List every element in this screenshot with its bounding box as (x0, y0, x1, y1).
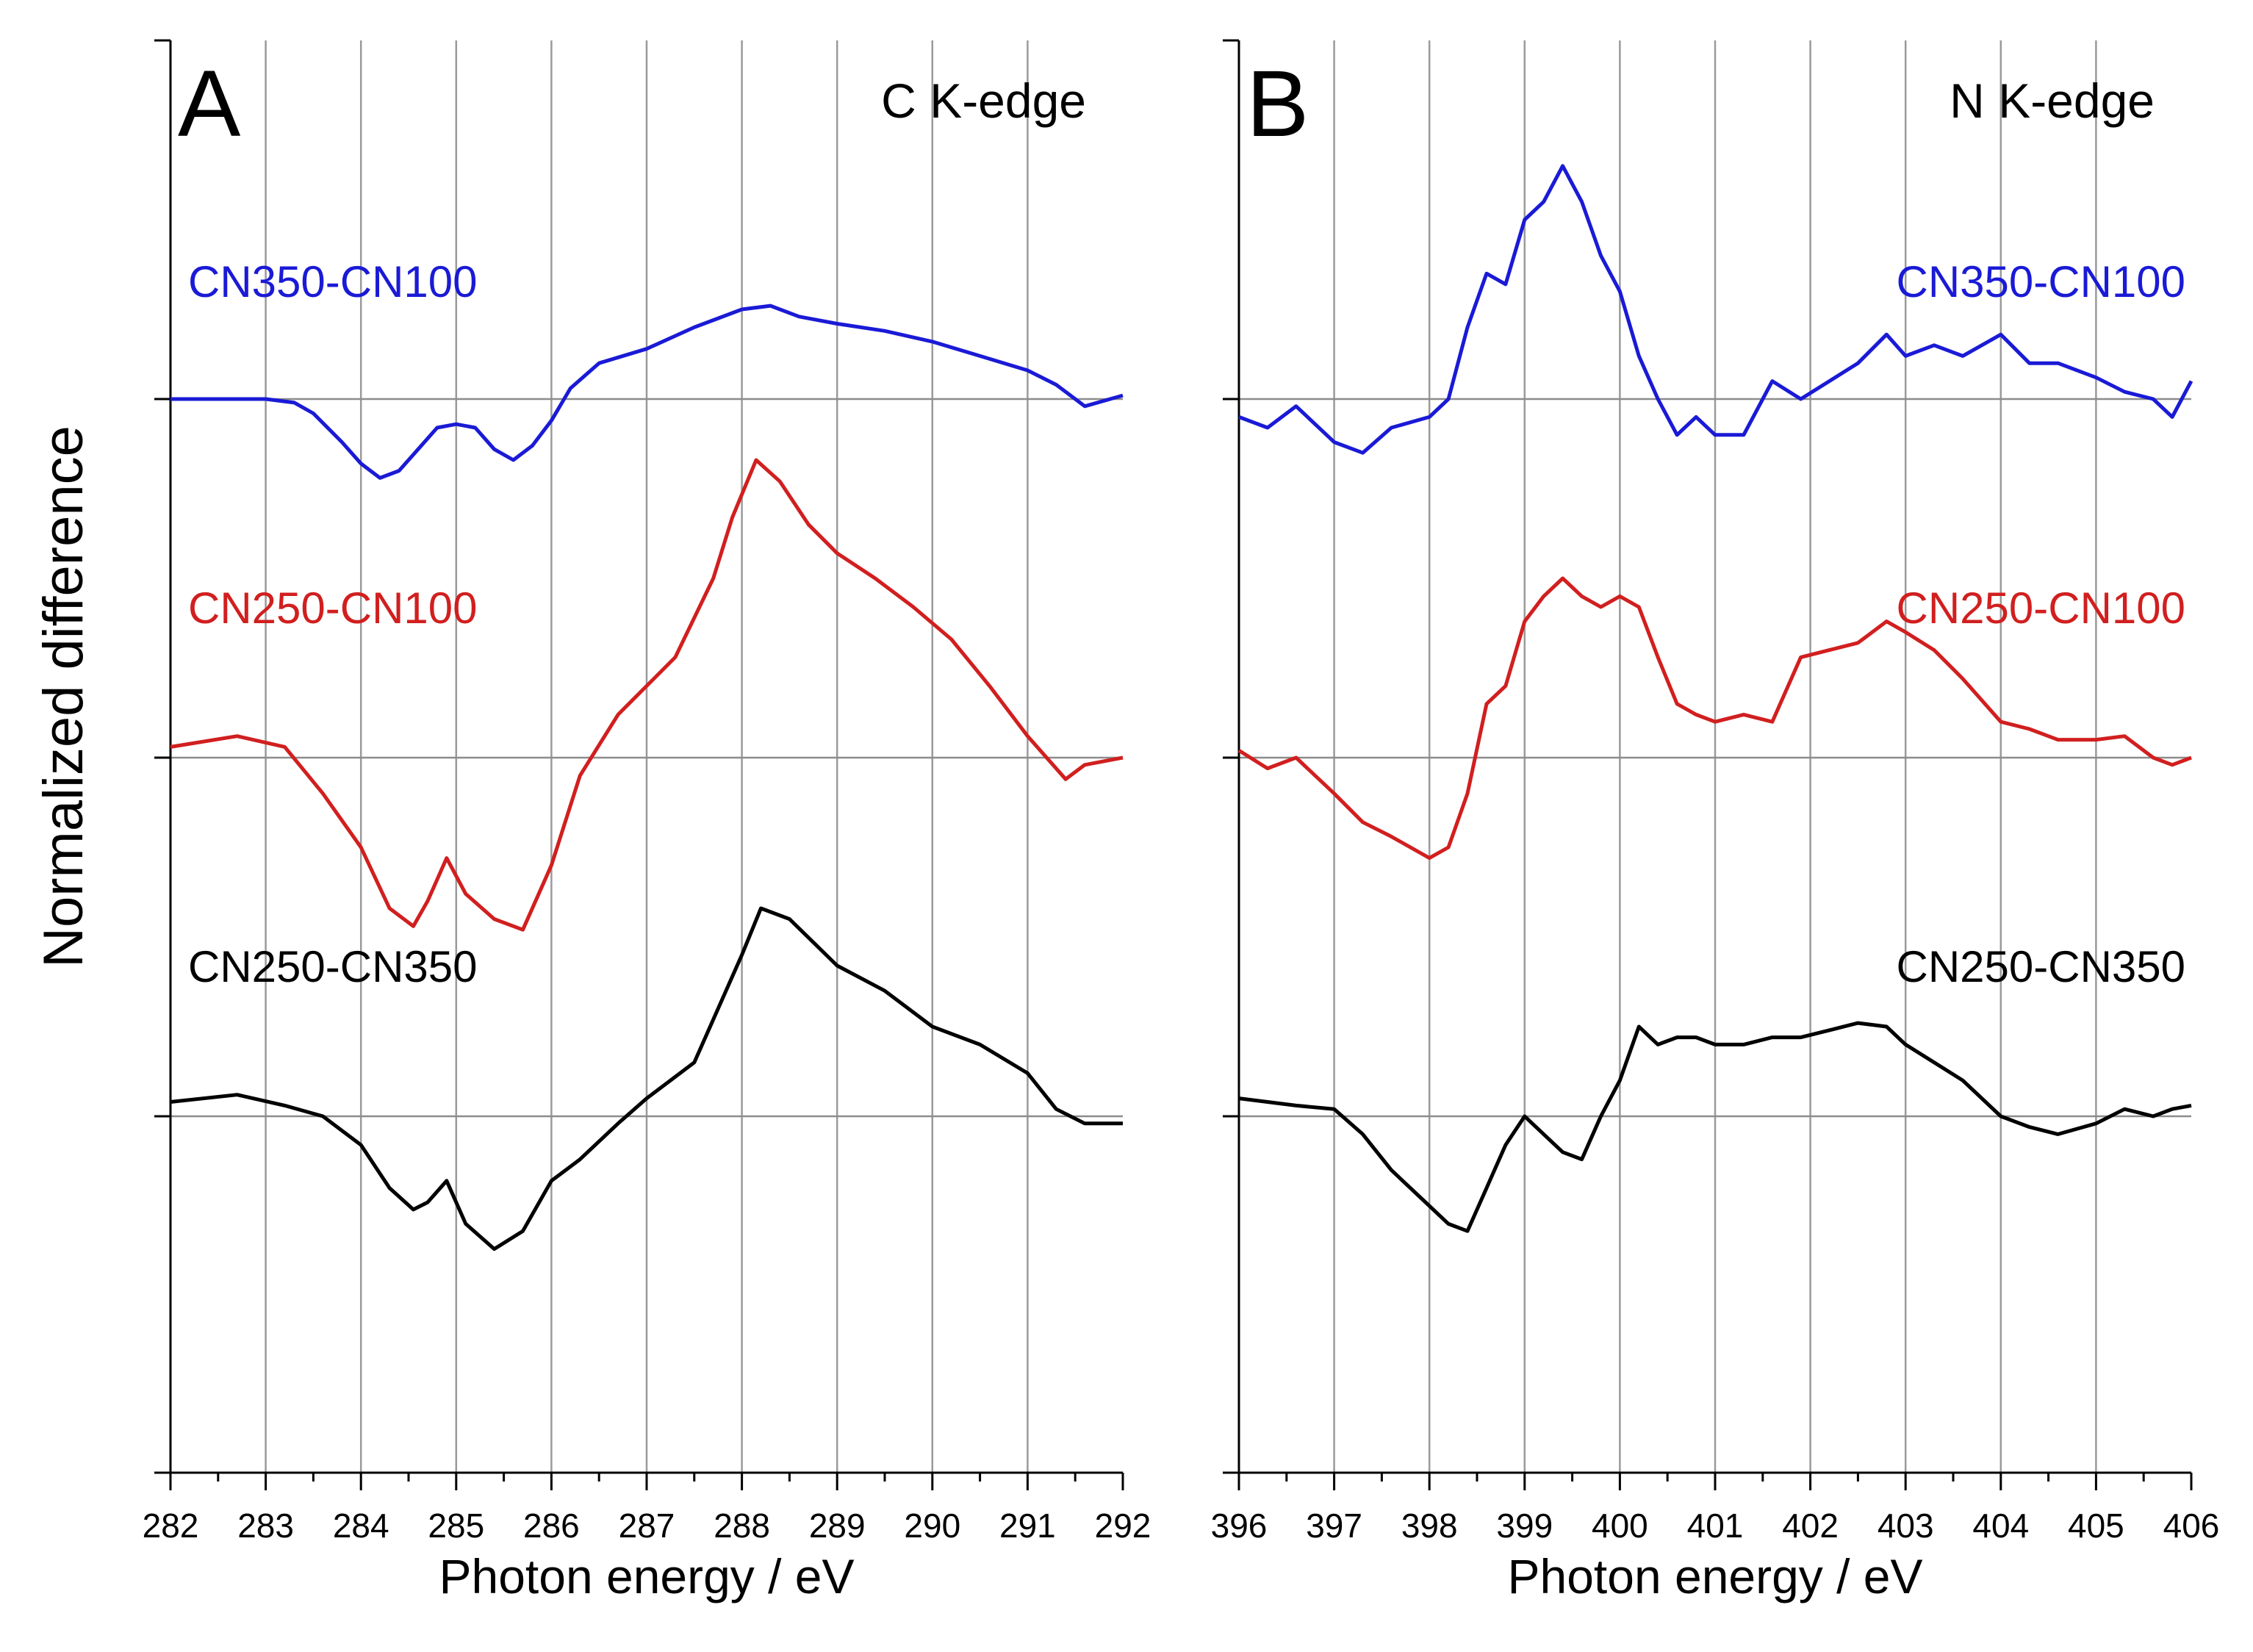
series-line (1237, 576, 2192, 861)
x-tick-label: 282 (143, 1506, 199, 1545)
x-axis-label: Photon energy / eV (1507, 1549, 1922, 1603)
series-label: CN250-CN100 (1896, 583, 2185, 633)
panel-a: 282 283 284 285 286 287 288 289 290 291 292 Photon … (143, 39, 1151, 1603)
x-tick-label: 284 (333, 1506, 389, 1545)
x-tick-label: 400 (1592, 1506, 1648, 1545)
x-tick-label: 287 (619, 1506, 675, 1545)
x-tick-label: 403 (1878, 1506, 1934, 1545)
x-tick-label: 288 (714, 1506, 770, 1545)
series-label: CN350-CN100 (1896, 257, 2185, 306)
x-tick-label: 286 (523, 1506, 580, 1545)
x-tick-label: 285 (428, 1506, 484, 1545)
x-tick-label: 401 (1687, 1506, 1744, 1545)
panel-b: 396 397 398 399 400 401 402 403 404 405 406 Photon … (1211, 39, 2220, 1603)
x-axis-label: Photon energy / eV (439, 1549, 854, 1603)
x-tick-label: 405 (2068, 1506, 2124, 1545)
series-line (1238, 164, 2193, 455)
x-tick-label: 290 (904, 1506, 960, 1545)
series-line (170, 458, 1124, 932)
y-axis-label: Normalized difference (32, 425, 95, 968)
panel-title: N K-edge (1950, 73, 2155, 128)
panel-title: C K-edge (881, 73, 1086, 128)
x-tick-label: 398 (1401, 1506, 1458, 1545)
x-tick-label: 397 (1306, 1506, 1362, 1545)
x-tick-label: 396 (1211, 1506, 1268, 1545)
x-tick-label: 406 (2163, 1506, 2220, 1545)
panel-letter: B (1246, 51, 1309, 157)
chart-panels: 282 283 284 285 286 287 288 289 290 291 292 Photon … (143, 39, 2220, 1603)
x-tick-label: 283 (237, 1506, 294, 1545)
series-label: CN250-CN100 (188, 583, 478, 633)
series-label: CN350-CN100 (188, 257, 478, 306)
panel-letter: A (178, 51, 241, 157)
x-tick-label: 292 (1095, 1506, 1151, 1545)
x-tick-label: 404 (1972, 1506, 2029, 1545)
series-label: CN250-CN350 (188, 942, 478, 991)
x-tick-label: 402 (1782, 1506, 1839, 1545)
x-tick-label: 291 (999, 1506, 1056, 1545)
series-line (170, 304, 1124, 480)
series-line (1238, 1021, 2192, 1233)
series-line (170, 906, 1123, 1251)
x-tick-label: 289 (809, 1506, 866, 1545)
series-label: CN250-CN350 (1896, 942, 2185, 991)
x-tick-label: 399 (1496, 1506, 1553, 1545)
